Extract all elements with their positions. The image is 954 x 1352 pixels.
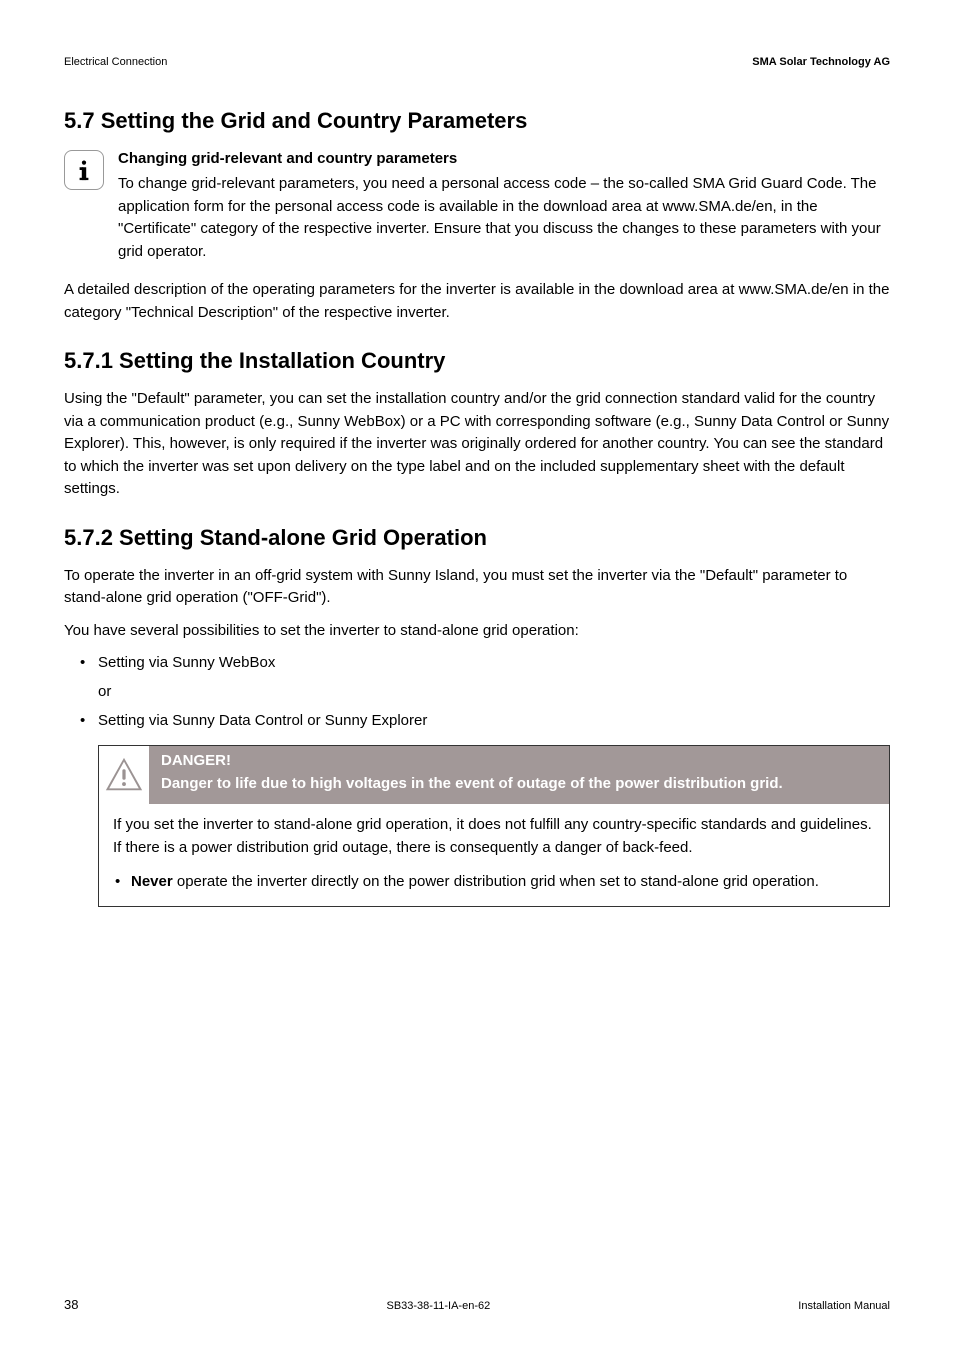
page-header: Electrical Connection SMA Solar Technolo… — [64, 56, 890, 68]
heading-5-7-1: 5.7.1 Setting the Installation Country — [64, 348, 890, 374]
list-item: Never operate the inverter directly on t… — [131, 871, 875, 894]
list-item: Setting via Sunny WebBox or — [98, 652, 890, 702]
header-section-title: Electrical Connection — [64, 56, 167, 68]
danger-bullet-bold: Never — [131, 873, 173, 890]
section-5-7-2-body2: You have several possibilities to set th… — [64, 620, 890, 643]
danger-bullets: Never operate the inverter directly on t… — [99, 871, 889, 906]
info-content: Changing grid-relevant and country param… — [118, 150, 890, 263]
danger-bullet-text: operate the inverter directly on the pow… — [173, 873, 819, 890]
footer-doc-id: SB33-38-11-IA-en-62 — [78, 1300, 798, 1312]
danger-header: DANGER! Danger to life due to high volta… — [99, 746, 889, 804]
bullet-1-text: Setting via Sunny WebBox — [98, 654, 275, 671]
heading-5-7-2: 5.7.2 Setting Stand-alone Grid Operation — [64, 525, 890, 551]
danger-header-text: DANGER! Danger to life due to high volta… — [149, 746, 889, 804]
section-5-7-2-body1: To operate the inverter in an off-grid s… — [64, 565, 890, 610]
section-5-7-1-body: Using the "Default" parameter, you can s… — [64, 388, 890, 501]
info-icon — [64, 150, 104, 190]
header-company: SMA Solar Technology AG — [752, 56, 890, 68]
list-item: Setting via Sunny Data Control or Sunny … — [98, 710, 890, 731]
page-footer: 38 SB33-38-11-IA-en-62 Installation Manu… — [64, 1297, 890, 1312]
warning-triangle-icon — [99, 746, 149, 804]
options-list: Setting via Sunny WebBox or Setting via … — [64, 652, 890, 731]
info-callout: Changing grid-relevant and country param… — [64, 150, 890, 263]
section-5-7-body: A detailed description of the operating … — [64, 279, 890, 324]
danger-body: If you set the inverter to stand-alone g… — [99, 804, 889, 871]
info-title: Changing grid-relevant and country param… — [118, 150, 890, 167]
danger-title: DANGER! — [161, 752, 877, 769]
heading-5-7: 5.7 Setting the Grid and Country Paramet… — [64, 108, 890, 134]
footer-manual-type: Installation Manual — [798, 1300, 890, 1312]
danger-subtitle: Danger to life due to high voltages in t… — [161, 773, 877, 794]
bullet-or: or — [98, 681, 890, 702]
info-text: To change grid-relevant parameters, you … — [118, 173, 890, 263]
danger-callout: DANGER! Danger to life due to high volta… — [98, 745, 890, 907]
footer-page-number: 38 — [64, 1297, 78, 1312]
bullet-2-text: Setting via Sunny Data Control or Sunny … — [98, 712, 427, 729]
